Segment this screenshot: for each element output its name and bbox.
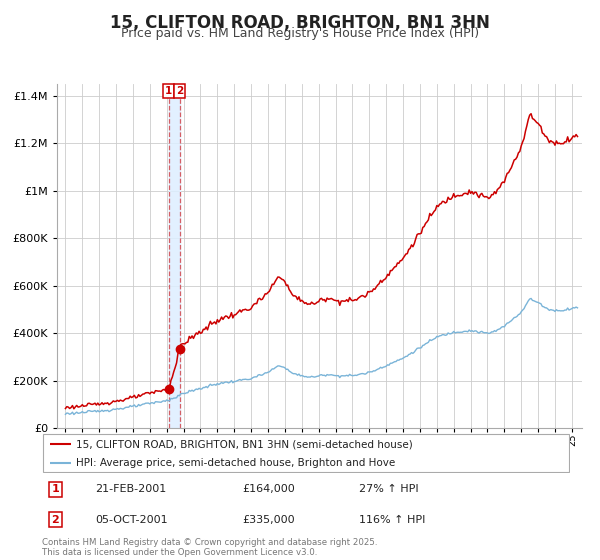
Text: 05-OCT-2001: 05-OCT-2001 (95, 515, 167, 525)
Text: £164,000: £164,000 (242, 484, 295, 494)
Text: 15, CLIFTON ROAD, BRIGHTON, BN1 3HN: 15, CLIFTON ROAD, BRIGHTON, BN1 3HN (110, 14, 490, 32)
Text: HPI: Average price, semi-detached house, Brighton and Hove: HPI: Average price, semi-detached house,… (76, 458, 395, 468)
Text: Contains HM Land Registry data © Crown copyright and database right 2025.
This d: Contains HM Land Registry data © Crown c… (42, 538, 377, 557)
Text: 116% ↑ HPI: 116% ↑ HPI (359, 515, 425, 525)
Text: 1: 1 (165, 86, 173, 96)
Text: Price paid vs. HM Land Registry's House Price Index (HPI): Price paid vs. HM Land Registry's House … (121, 27, 479, 40)
Text: 1: 1 (52, 484, 59, 494)
Text: 21-FEB-2001: 21-FEB-2001 (95, 484, 166, 494)
FancyBboxPatch shape (43, 433, 569, 473)
Text: 15, CLIFTON ROAD, BRIGHTON, BN1 3HN (semi-detached house): 15, CLIFTON ROAD, BRIGHTON, BN1 3HN (sem… (76, 439, 413, 449)
Text: 2: 2 (52, 515, 59, 525)
Text: 27% ↑ HPI: 27% ↑ HPI (359, 484, 418, 494)
Text: £335,000: £335,000 (242, 515, 295, 525)
Bar (169, 84, 179, 428)
Text: 2: 2 (176, 86, 183, 96)
